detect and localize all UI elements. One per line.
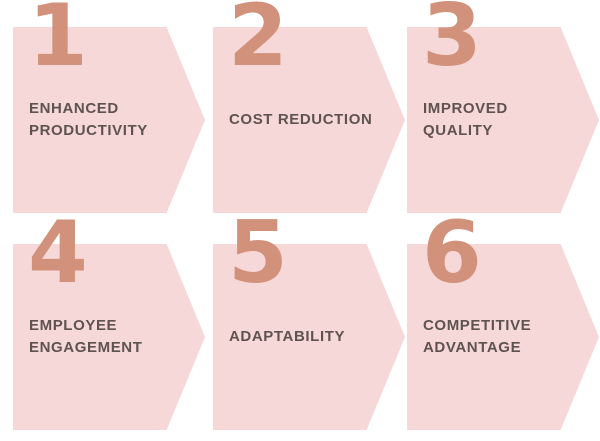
step-3-arrow-shape: IMPROVED QUALITY [407,27,599,213]
step-2-number: 2 [228,0,288,86]
step-1-arrow-shape: ENHANCED PRODUCTIVITY [13,27,205,213]
step-6-label: COMPETITIVE ADVANTAGE [423,317,532,356]
step-2: 2 COST REDUCTION [213,0,405,214]
step-2-arrow-shape: COST REDUCTION [213,27,405,213]
step-3: 3 IMPROVED QUALITY [407,0,599,214]
step-6-number: 6 [422,203,482,303]
step-1-label: ENHANCED PRODUCTIVITY [29,100,148,139]
step-3-label: IMPROVED QUALITY [423,100,508,139]
step-4-label: EMPLOYEE ENGAGEMENT [29,317,143,356]
step-5-arrow-shape: ADAPTABILITY [213,244,405,430]
step-2-label: COST REDUCTION [229,111,373,128]
step-6: 6 COMPETITIVE ADVANTAGE [407,203,599,431]
step-5-label: ADAPTABILITY [229,328,346,345]
step-1: 1 ENHANCED PRODUCTIVITY [13,0,205,214]
step-1-number: 1 [28,0,88,86]
step-4-number: 4 [28,203,88,303]
step-4-arrow-shape: EMPLOYEE ENGAGEMENT [13,244,205,430]
step-4: 4 EMPLOYEE ENGAGEMENT [13,203,205,431]
step-5: 5 ADAPTABILITY [213,203,405,431]
step-6-arrow-shape: COMPETITIVE ADVANTAGE [407,244,599,430]
step-3-number: 3 [422,0,482,86]
step-5-number: 5 [228,203,288,303]
